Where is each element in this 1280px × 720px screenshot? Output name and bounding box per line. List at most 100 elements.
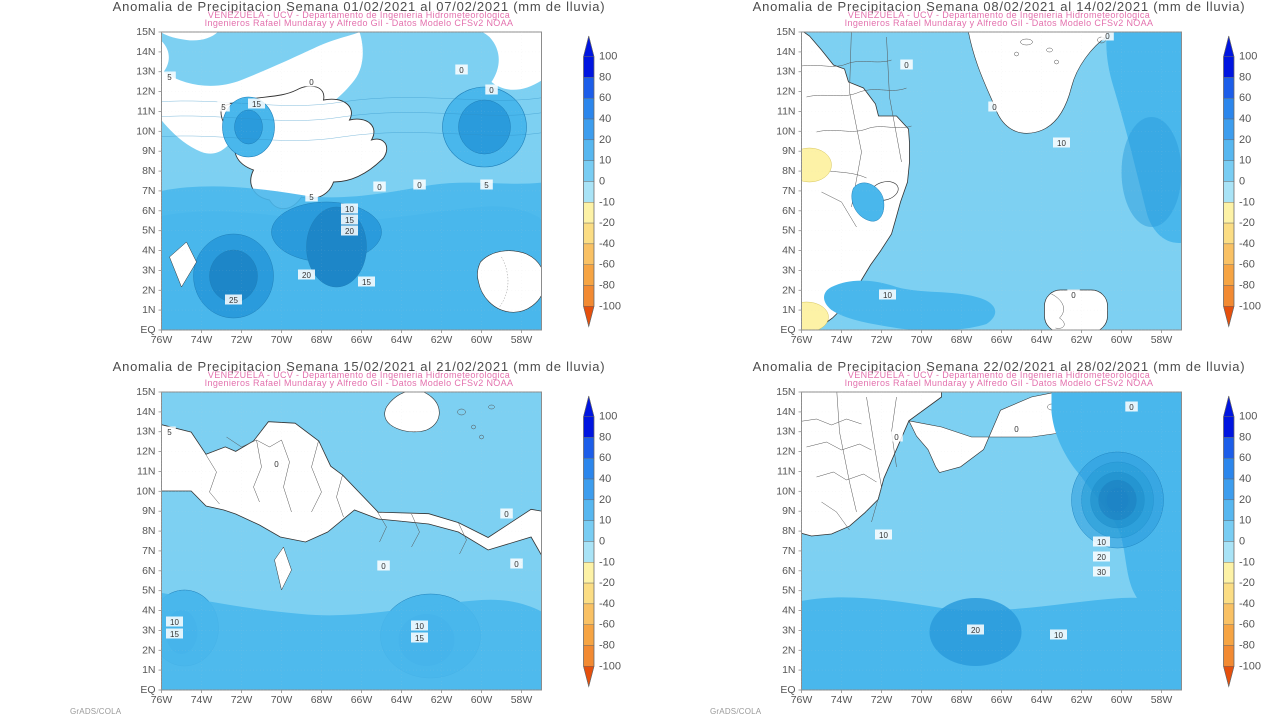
svg-text:4N: 4N xyxy=(782,245,795,257)
svg-text:1N: 1N xyxy=(782,664,795,676)
svg-text:64W: 64W xyxy=(1031,694,1053,706)
svg-text:74W: 74W xyxy=(191,334,213,346)
svg-text:-10: -10 xyxy=(599,196,615,208)
svg-text:20: 20 xyxy=(1239,494,1251,506)
svg-text:7N: 7N xyxy=(142,185,155,197)
svg-text:-40: -40 xyxy=(599,598,615,610)
svg-text:10: 10 xyxy=(599,155,611,167)
svg-text:58W: 58W xyxy=(511,334,533,346)
svg-text:58W: 58W xyxy=(1151,694,1173,706)
svg-text:72W: 72W xyxy=(871,694,893,706)
svg-text:15N: 15N xyxy=(136,386,155,398)
svg-text:10: 10 xyxy=(345,205,354,214)
svg-text:100: 100 xyxy=(599,51,617,63)
svg-text:80: 80 xyxy=(1239,71,1251,83)
svg-text:5: 5 xyxy=(167,73,172,82)
svg-text:11N: 11N xyxy=(777,106,795,118)
svg-text:0: 0 xyxy=(1014,425,1019,434)
svg-text:5: 5 xyxy=(167,428,172,437)
svg-text:-40: -40 xyxy=(599,238,615,250)
svg-text:68W: 68W xyxy=(951,694,973,706)
svg-text:-80: -80 xyxy=(1239,280,1255,292)
svg-text:10N: 10N xyxy=(136,485,155,497)
svg-text:0: 0 xyxy=(274,460,279,469)
svg-text:10: 10 xyxy=(1057,139,1066,148)
svg-text:62W: 62W xyxy=(431,694,453,706)
svg-text:11N: 11N xyxy=(137,466,155,478)
svg-text:9N: 9N xyxy=(142,505,155,517)
svg-text:-100: -100 xyxy=(599,660,621,672)
svg-text:5N: 5N xyxy=(782,585,795,597)
svg-text:70W: 70W xyxy=(911,334,933,346)
svg-text:10: 10 xyxy=(1239,515,1251,527)
svg-text:100: 100 xyxy=(1239,51,1257,63)
svg-text:70W: 70W xyxy=(911,694,933,706)
svg-text:66W: 66W xyxy=(991,334,1013,346)
svg-text:10N: 10N xyxy=(136,125,155,137)
svg-text:20: 20 xyxy=(599,134,611,146)
svg-text:14N: 14N xyxy=(136,46,155,58)
svg-text:15: 15 xyxy=(170,630,179,639)
svg-text:-100: -100 xyxy=(1239,660,1261,672)
svg-text:60: 60 xyxy=(1239,92,1251,104)
svg-text:-20: -20 xyxy=(1239,217,1255,229)
svg-text:3N: 3N xyxy=(782,624,795,636)
svg-text:3N: 3N xyxy=(782,264,795,276)
svg-text:25: 25 xyxy=(229,296,238,305)
svg-text:60W: 60W xyxy=(1111,694,1133,706)
svg-text:-60: -60 xyxy=(599,259,615,271)
svg-text:64W: 64W xyxy=(1031,334,1053,346)
svg-text:1N: 1N xyxy=(782,304,795,316)
svg-text:0: 0 xyxy=(1105,32,1110,41)
svg-text:8N: 8N xyxy=(142,525,155,537)
svg-text:2N: 2N xyxy=(142,644,155,656)
svg-text:12N: 12N xyxy=(136,446,155,458)
svg-text:0: 0 xyxy=(1239,175,1245,187)
svg-text:80: 80 xyxy=(599,431,611,443)
svg-text:15: 15 xyxy=(252,100,261,109)
svg-text:6N: 6N xyxy=(142,565,155,577)
svg-text:60: 60 xyxy=(599,92,611,104)
svg-text:0: 0 xyxy=(894,433,899,442)
svg-text:2N: 2N xyxy=(142,284,155,296)
svg-text:74W: 74W xyxy=(191,694,213,706)
svg-text:0: 0 xyxy=(1239,535,1245,547)
svg-text:58W: 58W xyxy=(1151,334,1173,346)
svg-text:3N: 3N xyxy=(142,624,155,636)
svg-text:1N: 1N xyxy=(142,664,155,676)
svg-text:0: 0 xyxy=(381,562,386,571)
svg-text:10: 10 xyxy=(1239,155,1251,167)
svg-text:15N: 15N xyxy=(776,26,795,38)
svg-text:20: 20 xyxy=(302,271,311,280)
svg-text:12N: 12N xyxy=(776,446,795,458)
svg-text:10: 10 xyxy=(415,622,424,631)
svg-text:-20: -20 xyxy=(599,217,615,229)
svg-text:100: 100 xyxy=(599,411,617,423)
svg-text:11N: 11N xyxy=(777,466,795,478)
svg-text:1N: 1N xyxy=(142,304,155,316)
svg-text:6N: 6N xyxy=(782,565,795,577)
svg-text:0: 0 xyxy=(514,560,519,569)
svg-text:7N: 7N xyxy=(782,185,795,197)
svg-text:5N: 5N xyxy=(782,225,795,237)
svg-text:72W: 72W xyxy=(871,334,893,346)
svg-text:12N: 12N xyxy=(136,86,155,98)
svg-text:58W: 58W xyxy=(511,694,533,706)
svg-text:10N: 10N xyxy=(776,125,795,137)
svg-text:74W: 74W xyxy=(831,694,853,706)
svg-text:15: 15 xyxy=(415,634,424,643)
svg-text:13N: 13N xyxy=(136,66,155,78)
svg-text:40: 40 xyxy=(599,473,611,485)
svg-text:20: 20 xyxy=(1097,553,1106,562)
svg-text:15N: 15N xyxy=(776,386,795,398)
svg-text:62W: 62W xyxy=(1071,334,1093,346)
svg-text:66W: 66W xyxy=(991,694,1013,706)
svg-text:10: 10 xyxy=(1054,631,1063,640)
svg-text:-10: -10 xyxy=(1239,556,1255,568)
svg-text:60: 60 xyxy=(1239,452,1251,464)
svg-text:-100: -100 xyxy=(599,300,621,312)
svg-text:0: 0 xyxy=(599,175,605,187)
svg-text:14N: 14N xyxy=(776,406,795,418)
svg-text:30: 30 xyxy=(1097,568,1106,577)
svg-text:62W: 62W xyxy=(431,334,453,346)
